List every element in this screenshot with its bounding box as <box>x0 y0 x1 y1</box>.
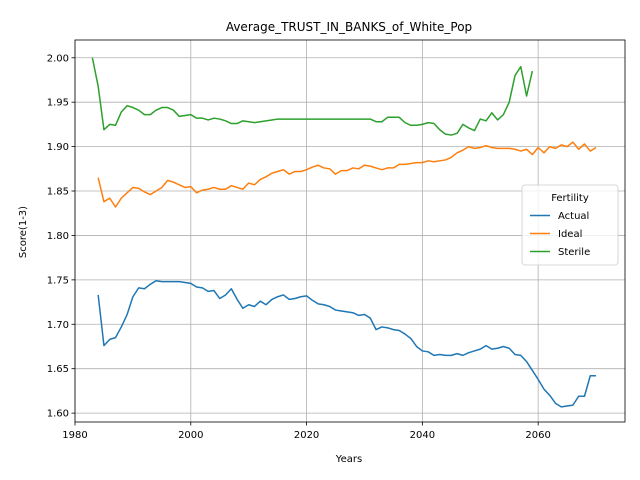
legend-title: Fertility <box>551 193 589 204</box>
legend-label-ideal: Ideal <box>558 229 582 240</box>
y-tick-label: 1.85 <box>47 187 69 198</box>
chart-title: Average_TRUST_IN_BANKS_of_White_Pop <box>226 20 472 34</box>
legend-label-actual: Actual <box>558 211 589 222</box>
y-tick-label: 1.75 <box>47 275 69 286</box>
y-tick-label: 1.65 <box>47 364 69 375</box>
x-axis-label: Years <box>335 454 362 465</box>
x-tick-label: 1980 <box>62 430 87 441</box>
y-tick-label: 1.90 <box>47 142 69 153</box>
y-axis-label: Score(1-3) <box>18 206 29 258</box>
axes: 1980 2000 2020 2040 2060 1.60 1.65 1.70 1.75 1.80… <box>47 39 626 441</box>
legend-box <box>521 184 619 266</box>
y-tick-label: 1.80 <box>47 231 69 242</box>
x-tick-label: 2020 <box>294 430 319 441</box>
x-tick-label: 2040 <box>410 430 435 441</box>
y-tick-label: 2.00 <box>47 53 69 64</box>
series-line-actual <box>97 280 597 408</box>
y-tick-label: 1.70 <box>47 320 69 331</box>
plot-frame <box>74 39 626 423</box>
series-line-sterile <box>91 57 534 136</box>
x-tick-label: 2000 <box>178 430 203 441</box>
legend-label-sterile: Sterile <box>558 247 590 258</box>
y-tick-label: 1.95 <box>47 98 69 109</box>
series-lines <box>91 57 597 408</box>
series-line-ideal <box>97 141 597 208</box>
y-tick-label: 1.60 <box>47 409 69 420</box>
x-tick-label: 2060 <box>525 430 550 441</box>
legend: Fertility Actual Ideal Sterile <box>521 184 619 266</box>
